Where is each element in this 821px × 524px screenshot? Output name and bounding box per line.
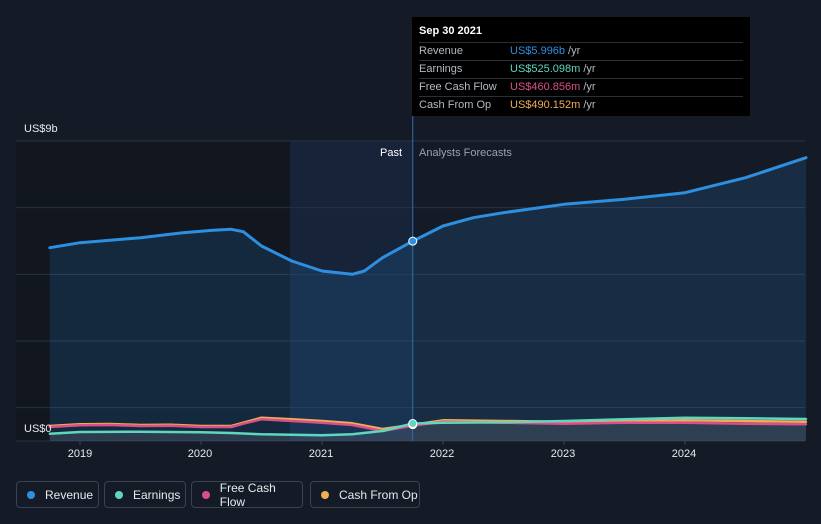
legend-dot-icon (115, 490, 123, 499)
y-axis-top-label: US$9b (24, 123, 58, 135)
tooltip-row-earnings: Earnings US$525.098m /yr (419, 60, 743, 78)
legend-item-revenue[interactable]: Revenue (16, 481, 99, 508)
legend-item-free-cash-flow[interactable]: Free Cash Flow (191, 480, 303, 509)
x-tick-label: 2019 (67, 448, 93, 460)
series-point-revenue (408, 236, 418, 246)
series-point-earnings (408, 419, 418, 428)
tooltip-row-unit: /yr (583, 81, 596, 93)
x-tick-label: 2020 (187, 448, 213, 460)
series-line-earnings (48, 416, 808, 437)
legend-label: Cash From Op (339, 487, 418, 502)
tooltip-row-unit: /yr (583, 99, 596, 111)
legend-label: Earnings (133, 487, 181, 502)
revenue-area (49, 157, 806, 441)
past-label: Past (380, 147, 403, 159)
x-tick-label: 2021 (308, 448, 334, 460)
tooltip-date: Sep 30 2021 (419, 25, 482, 37)
tooltip-row-unit: /yr (568, 45, 581, 57)
tooltip-row-value: US$525.098m (510, 63, 581, 75)
tooltip-row-cash-from-op: Cash From Op US$490.152m /yr (419, 96, 743, 114)
forecast-label: Analysts Forecasts (419, 147, 512, 159)
series-line-revenue (48, 156, 808, 276)
tooltip-row-value: US$460.856m (510, 81, 581, 93)
tooltip-row-free-cash-flow: Free Cash Flow US$460.856m /yr (419, 78, 743, 96)
x-tick-label: 2023 (550, 448, 576, 460)
legend-label: Revenue (45, 487, 94, 502)
tooltip-row-name: Cash From Op (419, 99, 492, 111)
series-line-free-cash-flow (48, 418, 808, 433)
y-axis-bottom-label: US$0 (24, 423, 52, 435)
x-tick-label: 2022 (429, 448, 455, 460)
x-tick-label: 2024 (671, 448, 697, 460)
legend-dot-icon (321, 490, 329, 499)
tooltip-row-name: Free Cash Flow (419, 81, 497, 93)
tooltip-row-value: US$490.152m (510, 99, 581, 111)
legend-item-cash-from-op[interactable]: Cash From Op (310, 481, 420, 508)
legend-dot-icon (202, 490, 210, 499)
tooltip-row-name: Earnings (419, 63, 463, 75)
tooltip-row-unit: /yr (583, 63, 596, 75)
highlight-region-bg (290, 141, 413, 441)
tooltip: Sep 30 2021 Revenue US$5.996b /yr Earnin… (412, 17, 750, 116)
legend-label: Free Cash Flow (219, 480, 276, 509)
tooltip-row-name: Revenue (419, 45, 464, 57)
legend-dot-icon (27, 490, 35, 499)
tooltip-row-value: US$5.996b (510, 45, 566, 57)
tooltip-row-revenue: Revenue US$5.996b /yr (419, 42, 743, 60)
legend-item-earnings[interactable]: Earnings (104, 481, 186, 508)
